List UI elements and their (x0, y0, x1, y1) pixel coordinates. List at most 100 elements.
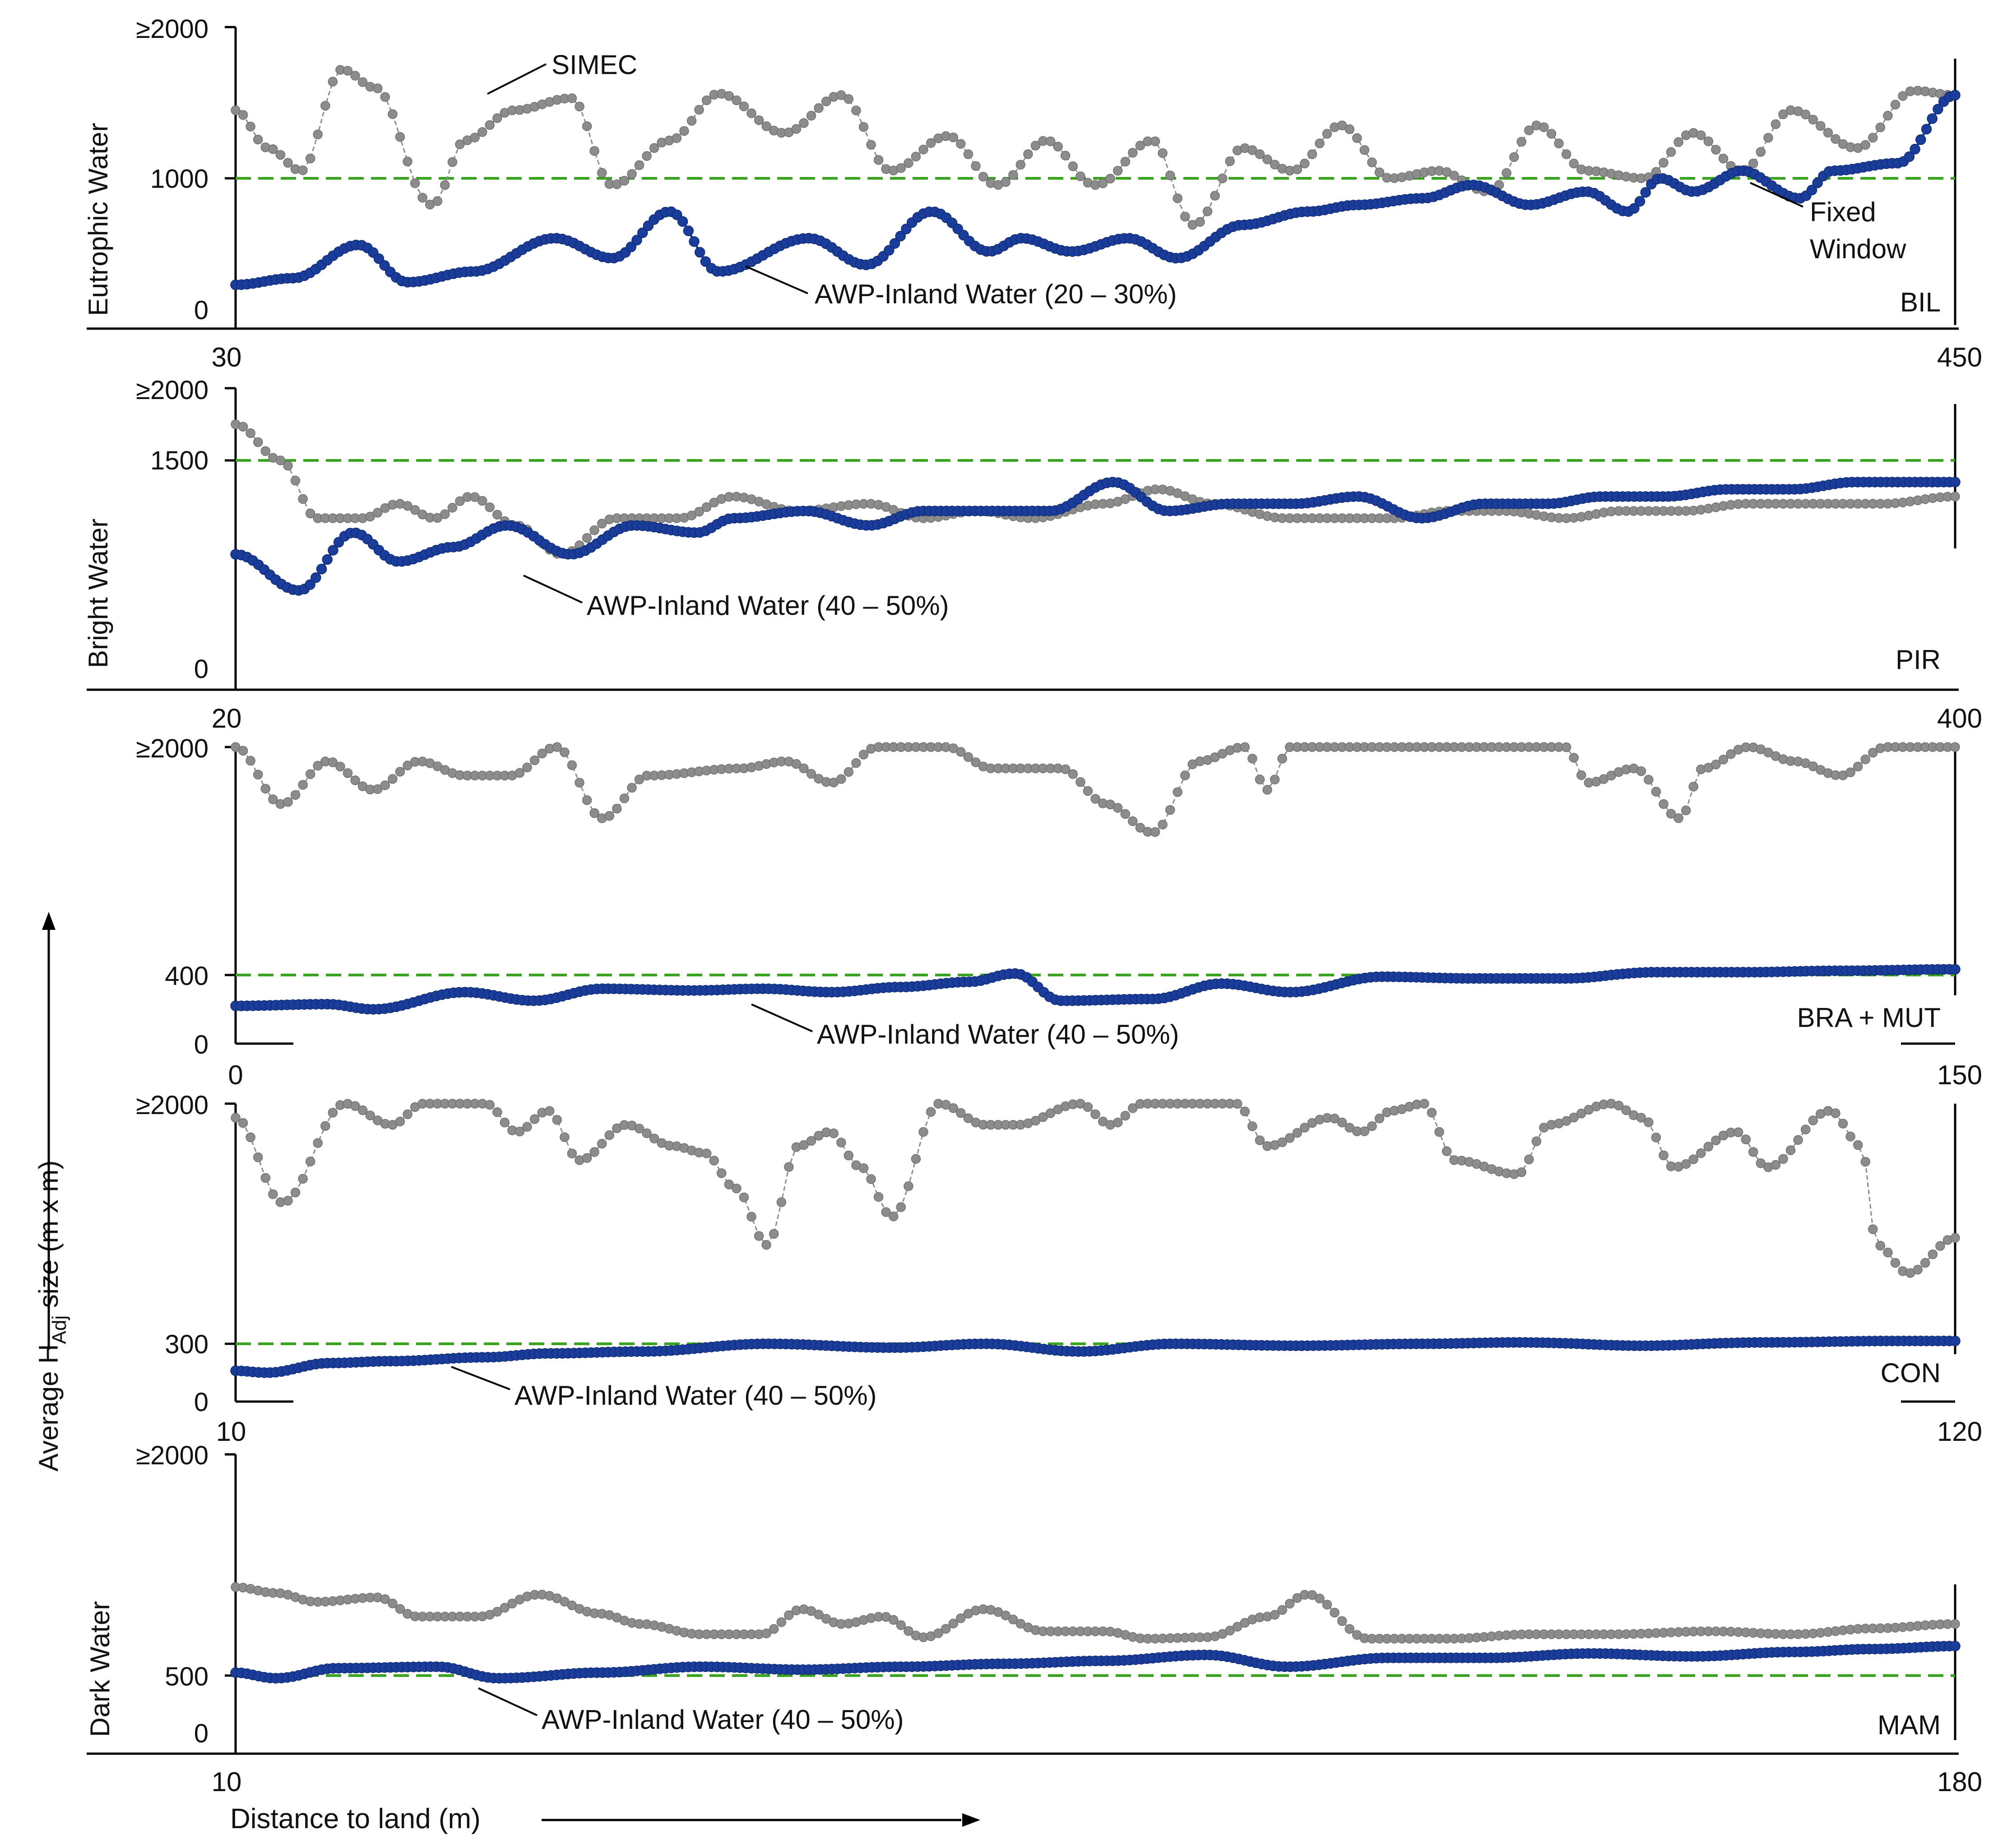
simec-data-point (956, 139, 966, 149)
simec-data-point (769, 1229, 779, 1239)
simec-data-point (1255, 775, 1265, 785)
simec-data-point (1135, 140, 1145, 151)
shared-x-arrowhead (962, 1813, 980, 1827)
simec-data-point (1217, 173, 1228, 183)
simec-data-point (948, 1618, 959, 1629)
simec-data-point (761, 1240, 771, 1250)
simec-data-point (1748, 1147, 1758, 1157)
simec-data-point (350, 775, 360, 785)
simec-data-point (963, 752, 974, 762)
simec-data-point (791, 124, 802, 134)
simec-data-point (1232, 1621, 1242, 1632)
awp-data-point (1950, 477, 1961, 488)
simec-data-point (253, 437, 263, 447)
simec-data-point (1083, 1102, 1093, 1112)
simec-data-point (956, 1108, 966, 1118)
simec-data-point (1344, 124, 1354, 135)
simec-data-point (1083, 786, 1093, 796)
panel-mam-water-label: Dark Water (85, 1601, 115, 1737)
simec-data-point (1950, 742, 1960, 752)
simec-data-point (380, 92, 390, 102)
simec-data-point (858, 1163, 869, 1173)
awp-data-point (373, 253, 385, 264)
simec-data-point (1883, 111, 1893, 121)
simec-data-point (246, 121, 255, 132)
simec-data-point (1509, 152, 1519, 162)
simec-data-point (320, 1121, 330, 1131)
simec-data-point (380, 780, 390, 790)
simec-data-point (1038, 1112, 1048, 1122)
simec-data-point (313, 1138, 323, 1148)
simec-data-point (395, 1116, 405, 1127)
simec-data-point (1284, 1133, 1295, 1143)
simec-data-point (1554, 139, 1564, 149)
simec-data-point (1240, 742, 1250, 752)
simec-data-point (350, 71, 360, 81)
simec-data-point (470, 132, 480, 143)
awp-data-point (1950, 1335, 1961, 1347)
simec-data-point (858, 749, 869, 760)
simec-data-point (1165, 170, 1175, 181)
simec-data-point (328, 757, 338, 767)
simec-data-point (1793, 1135, 1803, 1145)
panel-mam-ytick-top: ≥2000 (136, 1441, 209, 1470)
simec-data-point (1539, 122, 1549, 132)
simec-data-point (380, 1594, 390, 1604)
simec-data-point (784, 1610, 794, 1620)
simec-data-point (365, 1110, 375, 1120)
simec-data-point (410, 505, 420, 515)
simec-data-point (485, 120, 495, 130)
simec-data-point (1337, 1616, 1347, 1626)
simec-data-point (1292, 164, 1303, 175)
simec-data-point (948, 132, 959, 143)
simec-data-point (851, 105, 861, 116)
simec-data-point (1860, 140, 1870, 150)
simec-data-point (1831, 1108, 1840, 1119)
simec-data-point (388, 109, 398, 119)
simec-data-point (1247, 753, 1257, 764)
simec-data-point (1367, 157, 1377, 167)
simec-data-point (1950, 1233, 1960, 1243)
simec-data-point (866, 139, 876, 150)
simec-data-point (290, 790, 301, 800)
simec-data-point (567, 93, 577, 103)
panel-bra-mut-awp-leader (751, 1003, 813, 1032)
simec-data-point (268, 794, 278, 804)
awp-series-line (235, 481, 1955, 592)
simec-data-point (1449, 171, 1459, 181)
simec-data-point (896, 163, 906, 173)
panel-pir-ytick-zero: 0 (194, 655, 209, 684)
simec-data-point (1883, 1248, 1893, 1258)
panel-mam-plot-area (230, 1582, 1961, 1684)
simec-data-point (1823, 128, 1833, 138)
simec-data-point (776, 1197, 787, 1207)
simec-data-point (799, 763, 809, 774)
simec-data-point (1718, 754, 1729, 765)
simec-data-point (313, 130, 323, 139)
simec-data-point (1875, 1240, 1886, 1251)
simec-data-point (522, 1122, 532, 1132)
awp-data-point (1915, 134, 1926, 145)
panel-pir-water-label: Bright Water (83, 519, 113, 668)
panel-bil-window-leader (1750, 182, 1803, 208)
simec-data-point (1419, 1099, 1429, 1109)
simec-data-point (246, 428, 255, 438)
awp-data-point (1812, 177, 1823, 188)
simec-series-line (235, 69, 1956, 226)
simec-data-point (814, 1610, 824, 1620)
shared-y-axis-label: Average HAdj size (m x m) (33, 1161, 70, 1472)
simec-data-point (791, 759, 802, 769)
simec-data-point (926, 1107, 936, 1117)
simec-data-point (1681, 1159, 1691, 1169)
simec-data-point (642, 1128, 652, 1138)
simec-data-point (522, 762, 532, 772)
simec-data-point (926, 138, 936, 148)
simec-data-point (403, 501, 413, 511)
simec-data-point (1075, 777, 1085, 787)
panel-bra-mut-xtick-end: 150 (1937, 1060, 1982, 1090)
simec-data-point (761, 1628, 771, 1639)
simec-data-point (1352, 133, 1362, 143)
panel-bil-site-label: BIL (1900, 287, 1941, 317)
awp-data-point (316, 563, 327, 575)
simec-data-point (754, 1231, 764, 1241)
